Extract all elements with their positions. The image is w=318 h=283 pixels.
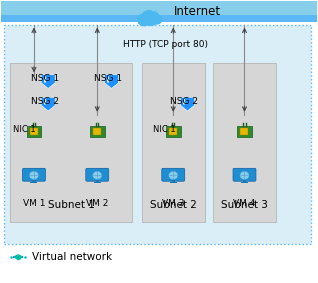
Polygon shape xyxy=(105,75,119,88)
FancyBboxPatch shape xyxy=(93,128,101,135)
FancyBboxPatch shape xyxy=(90,127,105,137)
Circle shape xyxy=(240,171,249,179)
FancyBboxPatch shape xyxy=(241,182,248,183)
Polygon shape xyxy=(41,75,55,88)
FancyBboxPatch shape xyxy=(166,127,181,137)
Circle shape xyxy=(29,171,38,179)
FancyBboxPatch shape xyxy=(170,182,177,183)
Text: VM 1: VM 1 xyxy=(23,199,45,208)
Text: HTTP (TCP port 80): HTTP (TCP port 80) xyxy=(123,40,208,49)
FancyBboxPatch shape xyxy=(1,1,317,22)
Text: NSG 2: NSG 2 xyxy=(31,97,59,106)
Circle shape xyxy=(142,11,155,22)
Polygon shape xyxy=(41,97,55,111)
Text: NSG 1: NSG 1 xyxy=(31,74,59,83)
FancyBboxPatch shape xyxy=(94,182,101,183)
Circle shape xyxy=(148,12,159,22)
Text: Subnet 2: Subnet 2 xyxy=(150,200,197,211)
Circle shape xyxy=(146,16,157,25)
FancyBboxPatch shape xyxy=(86,168,109,181)
FancyBboxPatch shape xyxy=(23,168,45,181)
Text: NSG 1: NSG 1 xyxy=(94,74,122,83)
FancyBboxPatch shape xyxy=(10,63,132,222)
Text: NIC 1: NIC 1 xyxy=(153,125,175,134)
Circle shape xyxy=(152,15,162,24)
Text: Internet: Internet xyxy=(173,5,221,18)
Polygon shape xyxy=(181,97,195,111)
Text: NIC 1: NIC 1 xyxy=(13,125,36,134)
Text: Subnet 3: Subnet 3 xyxy=(221,200,268,211)
Circle shape xyxy=(93,171,102,179)
FancyBboxPatch shape xyxy=(1,15,317,22)
Text: VM 4: VM 4 xyxy=(233,199,256,208)
Text: Virtual network: Virtual network xyxy=(32,252,113,262)
Text: Subnet 1: Subnet 1 xyxy=(48,200,94,211)
FancyBboxPatch shape xyxy=(213,63,276,222)
FancyBboxPatch shape xyxy=(142,63,205,222)
FancyBboxPatch shape xyxy=(172,180,175,183)
FancyBboxPatch shape xyxy=(162,168,185,181)
FancyBboxPatch shape xyxy=(233,168,256,181)
Text: VM 2: VM 2 xyxy=(86,199,108,208)
Text: NSG 2: NSG 2 xyxy=(170,97,198,106)
FancyBboxPatch shape xyxy=(243,180,246,183)
FancyBboxPatch shape xyxy=(32,180,36,183)
FancyBboxPatch shape xyxy=(169,128,177,135)
FancyBboxPatch shape xyxy=(240,128,248,135)
FancyBboxPatch shape xyxy=(27,127,41,137)
Text: VM 3: VM 3 xyxy=(162,199,184,208)
FancyBboxPatch shape xyxy=(96,180,99,183)
Circle shape xyxy=(138,14,151,26)
FancyBboxPatch shape xyxy=(138,18,161,21)
FancyBboxPatch shape xyxy=(4,25,311,244)
FancyBboxPatch shape xyxy=(30,128,38,135)
FancyBboxPatch shape xyxy=(237,127,252,137)
FancyBboxPatch shape xyxy=(31,182,38,183)
Circle shape xyxy=(169,171,178,179)
